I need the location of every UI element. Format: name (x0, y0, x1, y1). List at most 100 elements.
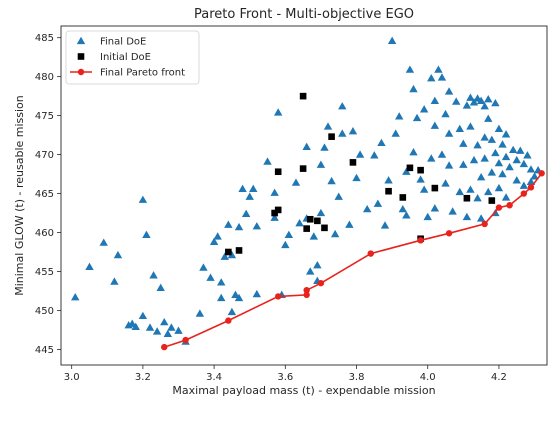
final-doe-point (249, 184, 258, 193)
final-doe-point (163, 329, 173, 337)
final-doe-point (494, 183, 504, 192)
x-tick-label: 3.6 (277, 372, 293, 383)
initial-doe-point (274, 168, 282, 176)
final-doe-point (234, 293, 244, 302)
final-doe-point (512, 176, 521, 184)
final-doe-point (469, 98, 479, 106)
final-doe-point (370, 151, 379, 159)
series-final-doe (71, 36, 543, 345)
final-doe-point (217, 278, 226, 286)
final-doe-point (113, 250, 123, 259)
final-doe-point (480, 102, 489, 110)
final-doe-point (466, 93, 475, 101)
final-doe-point (526, 177, 536, 186)
final-doe-point (373, 199, 383, 207)
final-doe-point (459, 160, 468, 168)
final-doe-point (473, 194, 482, 202)
x-tick-label: 4.2 (491, 372, 507, 383)
final-doe-point (498, 140, 507, 148)
final-doe-point (444, 87, 454, 95)
legend-entry-initial-doe: Initial DoE (77, 52, 151, 63)
final-doe-point (309, 232, 318, 240)
final-doe-point (480, 133, 489, 141)
final-pareto-front-point (520, 190, 528, 197)
final-pareto-front-point (274, 293, 282, 300)
final-doe-point (437, 73, 447, 81)
final-pareto-front-point (317, 279, 325, 287)
final-doe-point (138, 311, 148, 320)
initial-doe-point (349, 159, 357, 166)
final-doe-point (491, 148, 500, 157)
series-final-pareto-front (161, 170, 545, 351)
final-doe-point (402, 211, 411, 219)
legend: Final DoE Initial DoE Final Pareto front (65, 30, 200, 85)
final-doe-point (498, 169, 507, 178)
final-doe-point (145, 323, 155, 331)
final-doe-point (519, 181, 529, 189)
final-pareto-front-point (182, 336, 189, 344)
initial-doe-point (299, 165, 307, 172)
initial-doe-point (225, 248, 232, 256)
final-doe-point (131, 322, 140, 330)
final-doe-point (409, 148, 418, 156)
final-doe-point (313, 261, 322, 269)
legend-label: Final DoE (100, 37, 146, 48)
final-doe-point (427, 74, 436, 82)
y-tick-label: 475 (35, 111, 54, 122)
final-doe-point (209, 237, 219, 246)
final-doe-point (455, 124, 464, 133)
final-doe-point (437, 150, 447, 158)
final-doe-point (199, 263, 208, 271)
final-doe-point (281, 240, 290, 249)
final-doe-point (362, 204, 372, 213)
final-doe-point (430, 96, 440, 104)
initial-doe-point (235, 247, 243, 254)
x-axis-ticks: 3.0 3.2 3.4 3.6 3.8 4.0 4.2 (64, 365, 507, 383)
final-doe-point (466, 185, 475, 193)
initial-doe-point (406, 164, 414, 172)
final-doe-point (452, 97, 461, 105)
pareto-front-line (164, 172, 543, 348)
final-doe-point (241, 209, 251, 217)
final-doe-point (491, 98, 500, 107)
final-doe-point (480, 154, 489, 162)
final-doe-point (466, 122, 475, 130)
final-doe-point (419, 185, 429, 193)
final-doe-point (270, 213, 279, 221)
initial-doe-point (328, 133, 335, 140)
legend-marker (76, 36, 86, 45)
final-pareto-front-point (445, 230, 453, 237)
final-doe-point (270, 188, 279, 196)
final-doe-point (345, 220, 354, 228)
x-tick-label: 3.4 (206, 372, 222, 383)
final-doe-point (512, 155, 521, 164)
final-doe-point (291, 178, 301, 186)
initial-doe-point (271, 209, 278, 217)
final-doe-point (494, 158, 504, 167)
data-marks (71, 36, 545, 351)
final-doe-point (377, 138, 386, 147)
legend-entry-final-pareto-front: Final Pareto front (70, 68, 185, 79)
final-doe-point (167, 323, 176, 331)
final-doe-point (234, 222, 244, 231)
final-doe-point (530, 172, 539, 180)
initial-doe-point (417, 166, 424, 174)
final-pareto-front-point (527, 184, 535, 191)
final-doe-point (494, 124, 504, 133)
legend-marker (77, 53, 85, 60)
final-doe-point (459, 139, 468, 147)
final-doe-point (416, 175, 425, 183)
final-doe-point (402, 167, 411, 175)
final-doe-point (444, 161, 454, 169)
y-tick-label: 450 (35, 306, 54, 317)
final-doe-point (476, 214, 486, 222)
y-tick-label: 455 (35, 267, 54, 278)
y-tick-label: 470 (35, 150, 54, 161)
final-doe-point (195, 309, 205, 317)
final-pareto-front-point (303, 286, 310, 294)
x-tick-label: 3.8 (349, 372, 365, 383)
final-pareto-front-point (161, 343, 168, 351)
legend-entry-final-doe: Final DoE (76, 36, 146, 48)
final-doe-point (284, 230, 294, 239)
final-pareto-front-point (481, 220, 488, 228)
